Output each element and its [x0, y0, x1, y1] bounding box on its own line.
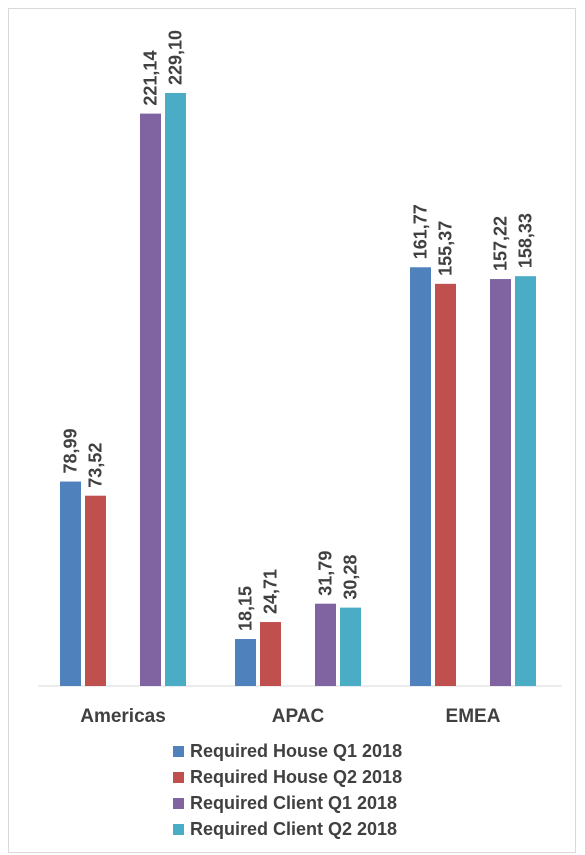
bar-apac-series-3	[315, 603, 336, 686]
legend-label: Required Client Q2 2018	[190, 819, 397, 839]
data-label: 18,15	[236, 586, 256, 631]
bar-emea-series-3	[490, 279, 511, 686]
bar-apac-series-2	[260, 622, 281, 686]
legend-label: Required House Q1 2018	[190, 741, 402, 761]
category-label: APAC	[272, 706, 325, 727]
data-label: 229,10	[166, 30, 186, 85]
legend-swatch	[173, 798, 184, 809]
bar-americas-series-3	[140, 113, 161, 686]
legend-label: Required House Q2 2018	[190, 767, 402, 787]
bar-apac-series-1	[235, 639, 256, 686]
category-label: EMEA	[446, 706, 501, 727]
bar-emea-series-1	[410, 267, 431, 686]
chart-frame	[8, 8, 576, 853]
bar-americas-series-1	[60, 481, 81, 686]
bar-emea-series-2	[435, 283, 456, 686]
bar-apac-series-4	[340, 607, 361, 686]
legend-swatch	[173, 746, 184, 757]
data-label: 30,28	[341, 555, 361, 600]
bar-americas-series-4	[165, 93, 186, 686]
bar-americas-series-2	[85, 495, 106, 686]
data-label: 73,52	[86, 443, 106, 488]
data-label: 155,37	[436, 221, 456, 276]
data-label: 78,99	[61, 428, 81, 473]
data-label: 161,77	[411, 204, 431, 259]
data-label: 24,71	[261, 569, 281, 614]
data-label: 31,79	[316, 551, 336, 596]
legend-swatch	[173, 824, 184, 835]
data-label: 158,33	[516, 213, 536, 268]
data-label: 157,22	[491, 216, 511, 271]
legend-swatch	[173, 772, 184, 783]
category-label: Americas	[80, 706, 166, 727]
legend-label: Required Client Q1 2018	[190, 793, 397, 813]
data-label: 221,14	[141, 51, 161, 106]
bar-emea-series-4	[515, 276, 536, 686]
